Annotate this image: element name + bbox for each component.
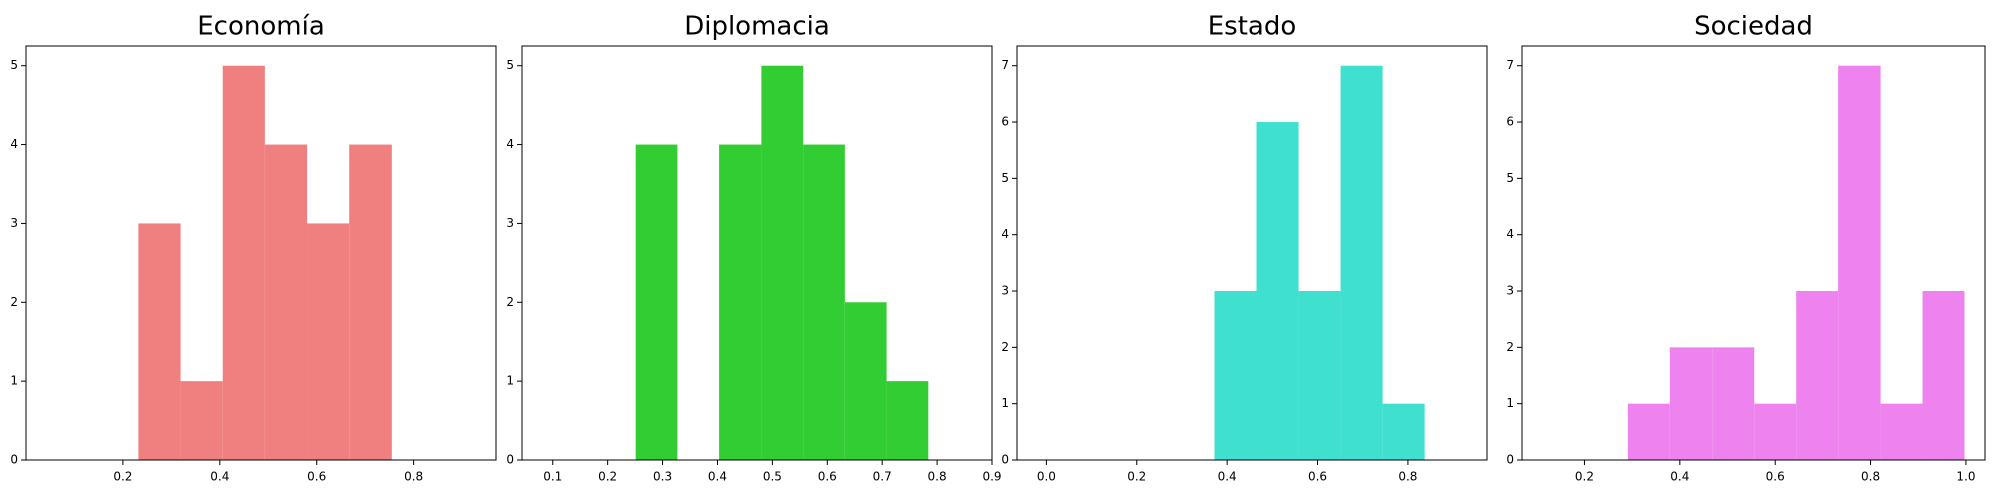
x-tick-label: 0.2 xyxy=(1575,470,1594,484)
bar xyxy=(222,65,265,460)
y-tick-label: 7 xyxy=(1506,58,1514,72)
bar xyxy=(761,65,804,460)
y-tick-label: 3 xyxy=(506,216,514,230)
bar xyxy=(1669,347,1713,460)
bar xyxy=(1340,65,1383,460)
x-tick-label: 0.6 xyxy=(307,470,326,484)
x-tick-label: 1.0 xyxy=(1956,470,1975,484)
y-tick-label: 3 xyxy=(1001,284,1009,298)
y-tick-label: 1 xyxy=(10,374,18,388)
x-tick-label: 0.2 xyxy=(1127,470,1146,484)
bar xyxy=(1627,403,1670,460)
x-tick-label: 0.4 xyxy=(1670,470,1689,484)
chart-title: Economía xyxy=(197,12,325,42)
y-tick-label: 5 xyxy=(1001,171,1009,185)
y-tick-label: 1 xyxy=(1001,396,1009,410)
x-tick-label: 0.6 xyxy=(818,470,837,484)
bar xyxy=(803,144,845,461)
y-tick-label: 1 xyxy=(506,374,514,388)
y-tick-label: 0 xyxy=(1001,453,1009,467)
x-tick-label: 0.2 xyxy=(113,470,132,484)
x-tick-label: 0.4 xyxy=(1218,470,1237,484)
bar xyxy=(1922,291,1965,460)
bar xyxy=(1754,403,1797,460)
bar xyxy=(719,144,762,461)
chart-title: Sociedad xyxy=(1694,12,1813,42)
y-tick-label: 3 xyxy=(10,216,18,230)
y-tick-label: 5 xyxy=(1506,171,1514,185)
y-tick-label: 6 xyxy=(1001,115,1009,129)
bar xyxy=(264,144,308,461)
chart-title: Diplomacia xyxy=(684,12,830,42)
x-tick-label: 0.8 xyxy=(1398,470,1417,484)
x-tick-label: 0.8 xyxy=(404,470,423,484)
axes-frame xyxy=(25,45,497,461)
bar xyxy=(349,144,392,461)
bar xyxy=(1382,403,1425,460)
bar xyxy=(1214,291,1257,460)
y-tick-label: 5 xyxy=(10,58,18,72)
y-tick-label: 0 xyxy=(10,453,18,467)
bar xyxy=(138,223,181,460)
y-tick-label: 4 xyxy=(10,137,18,151)
y-tick-label: 7 xyxy=(1001,58,1009,72)
x-tick-label: 0.8 xyxy=(1861,470,1880,484)
x-tick-label: 0.4 xyxy=(210,470,229,484)
bar xyxy=(1256,122,1299,460)
y-tick-label: 0 xyxy=(506,453,514,467)
x-tick-label: 0.6 xyxy=(1308,470,1327,484)
chart-title: Estado xyxy=(1208,12,1297,42)
y-tick-label: 2 xyxy=(1506,340,1514,354)
y-tick-label: 6 xyxy=(1506,115,1514,129)
x-tick-label: 0.0 xyxy=(1037,470,1056,484)
x-tick-label: 0.3 xyxy=(653,470,672,484)
x-tick-label: 0.1 xyxy=(543,470,562,484)
bar xyxy=(307,223,350,460)
y-tick-label: 2 xyxy=(506,295,514,309)
bar xyxy=(1298,291,1341,460)
bar xyxy=(844,302,887,460)
bar xyxy=(1838,65,1881,460)
axes-frame xyxy=(521,45,993,461)
y-tick-label: 2 xyxy=(10,295,18,309)
bar xyxy=(1712,347,1755,460)
axes-frame xyxy=(1016,45,1488,461)
bar xyxy=(886,381,929,460)
x-tick-label: 0.4 xyxy=(708,470,727,484)
x-tick-label: 0.5 xyxy=(763,470,782,484)
y-tick-label: 4 xyxy=(506,137,514,151)
y-tick-label: 0 xyxy=(1506,453,1514,467)
x-tick-label: 0.6 xyxy=(1766,470,1785,484)
x-tick-label: 0.2 xyxy=(598,470,617,484)
bar xyxy=(180,381,223,460)
bar xyxy=(1796,291,1839,460)
x-tick-label: 0.8 xyxy=(928,470,947,484)
y-tick-label: 1 xyxy=(1506,396,1514,410)
y-tick-label: 3 xyxy=(1506,284,1514,298)
bar xyxy=(1880,403,1923,460)
y-tick-label: 5 xyxy=(506,58,514,72)
x-tick-label: 0.7 xyxy=(873,470,892,484)
x-tick-label: 0.9 xyxy=(982,470,1001,484)
y-tick-label: 4 xyxy=(1506,227,1514,241)
y-tick-label: 2 xyxy=(1001,340,1009,354)
y-tick-label: 4 xyxy=(1001,227,1009,241)
axes-frame xyxy=(1521,45,1986,461)
bar xyxy=(635,144,678,461)
